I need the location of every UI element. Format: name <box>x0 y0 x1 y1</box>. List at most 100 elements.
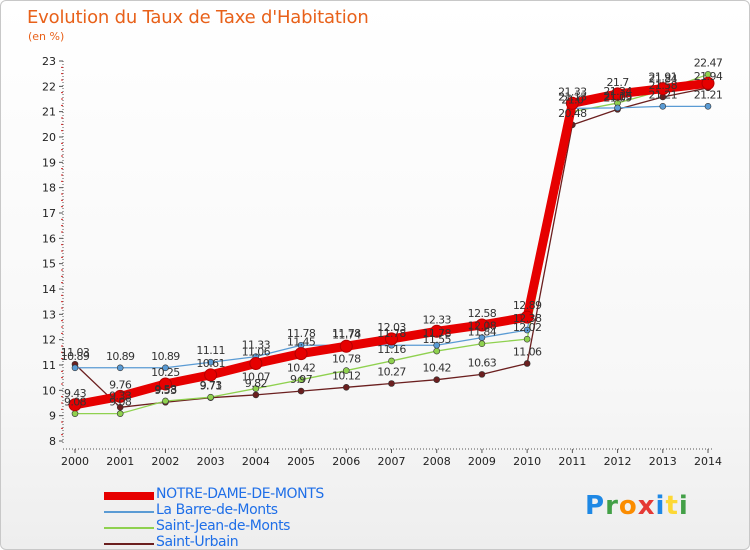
data-label: 21.21 <box>694 88 723 101</box>
data-label: 10.27 <box>377 365 406 378</box>
legend-swatch-saint-urbain <box>104 543 154 545</box>
data-label: 9.97 <box>290 373 313 386</box>
y-tick-label: 10 <box>42 384 56 397</box>
data-label: 9.08 <box>64 396 87 409</box>
series-point-1 <box>207 358 214 366</box>
series-point-3 <box>523 360 531 367</box>
logo-letter: i <box>655 491 666 521</box>
data-label: 11.06 <box>242 345 271 358</box>
data-label: 10.25 <box>151 366 180 379</box>
data-label: 11.74 <box>332 328 361 341</box>
series-point-0 <box>701 76 715 90</box>
data-label: 9.82 <box>245 377 267 390</box>
logo-letter: r <box>605 491 619 521</box>
series-point-0 <box>430 324 444 338</box>
x-tick-label: 2004 <box>242 455 270 468</box>
data-label: 10.89 <box>106 350 135 363</box>
data-label: 21.94 <box>694 70 723 83</box>
series-point-0 <box>113 389 127 403</box>
data-label: 21.91 <box>649 71 678 84</box>
logo-letter: i <box>678 491 689 521</box>
data-label: 9.33 <box>109 389 132 402</box>
proxiti-logo: Proxiti <box>585 491 689 521</box>
data-label: 11.78 <box>332 327 361 340</box>
logo-letter: x <box>637 491 656 521</box>
data-label: 10.12 <box>332 369 361 382</box>
data-label: 10.78 <box>332 353 361 366</box>
data-label: 11.78 <box>377 327 406 340</box>
data-label: 20.48 <box>558 107 587 120</box>
series-point-3 <box>478 371 486 378</box>
series-point-2 <box>116 410 124 417</box>
series-point-2 <box>252 385 260 392</box>
x-tick-label: 2008 <box>423 455 451 468</box>
legend-label-la-barre: La Barre-de-Monts <box>156 502 278 518</box>
data-label: 10.61 <box>196 357 225 370</box>
legend-swatch-notre-dame <box>104 492 154 500</box>
series-point-2 <box>207 393 214 401</box>
data-label: 12.08 <box>468 320 497 333</box>
series-point-1 <box>162 364 169 372</box>
series-point-0 <box>294 347 308 361</box>
x-tick-label: 2010 <box>513 455 541 468</box>
data-label: 9.08 <box>109 396 132 409</box>
logo-letter: o <box>618 491 638 521</box>
x-tick-label: 2001 <box>106 455 134 468</box>
data-label: 11.06 <box>513 345 542 358</box>
series-point-2 <box>71 410 79 417</box>
data-label: 11.33 <box>242 339 271 352</box>
unit-label: (en %) <box>28 30 65 43</box>
series-point-3 <box>388 380 395 387</box>
series-point-2 <box>297 376 305 383</box>
data-label: 11.84 <box>468 326 497 339</box>
series-point-0 <box>339 339 353 353</box>
data-label: 21.21 <box>649 88 678 101</box>
series-point-2 <box>523 335 531 343</box>
y-tick-label: 21 <box>42 106 56 119</box>
series-point-1 <box>433 341 441 349</box>
y-tick-label: 22 <box>42 80 56 93</box>
y-tick-label: 9 <box>49 410 56 423</box>
series-point-0 <box>611 87 625 101</box>
series-point-1 <box>523 326 531 334</box>
series-point-0 <box>249 356 263 370</box>
data-label: 21.0 <box>561 94 584 107</box>
data-label: 11.11 <box>196 344 225 357</box>
data-label: 21.33 <box>558 85 587 98</box>
series-point-3 <box>433 376 441 383</box>
series-point-2 <box>433 347 441 355</box>
y-tick-label: 20 <box>42 131 56 144</box>
data-label: 9.73 <box>200 379 223 392</box>
data-label: 21.7 <box>607 76 630 89</box>
data-label: 11.55 <box>422 333 451 346</box>
data-label: 21.09 <box>603 91 632 104</box>
series-point-0 <box>475 318 489 332</box>
data-label: 21.15 <box>603 90 632 103</box>
data-label: 10.63 <box>468 356 497 369</box>
series-point-1 <box>704 103 712 110</box>
y-tick-label: 16 <box>42 232 56 245</box>
series-point-3 <box>342 383 350 391</box>
data-label: 9.71 <box>200 380 222 393</box>
series-point-0 <box>158 377 172 391</box>
x-tick-label: 2012 <box>604 455 632 468</box>
x-tick-label: 2005 <box>287 455 315 468</box>
series-point-2 <box>388 357 395 365</box>
y-tick-label: 8 <box>49 435 56 448</box>
data-label: 9.76 <box>109 378 132 391</box>
data-label: 12.02 <box>513 321 542 334</box>
y-tick-label: 12 <box>42 334 56 347</box>
series-point-1 <box>659 103 667 110</box>
series-point-1 <box>478 334 486 341</box>
y-tick-label: 19 <box>42 156 56 169</box>
data-label: 12.89 <box>513 299 542 312</box>
data-label: 22.47 <box>694 56 723 69</box>
data-label: 21.34 <box>603 85 632 98</box>
x-tick-label: 2011 <box>558 455 586 468</box>
legend-swatch-la-barre <box>104 511 154 513</box>
series-point-0 <box>520 310 534 324</box>
data-label: 11.78 <box>287 327 316 340</box>
legend-label-saint-jean: Saint-Jean-de-Monts <box>156 518 291 534</box>
series-point-0 <box>565 96 579 110</box>
